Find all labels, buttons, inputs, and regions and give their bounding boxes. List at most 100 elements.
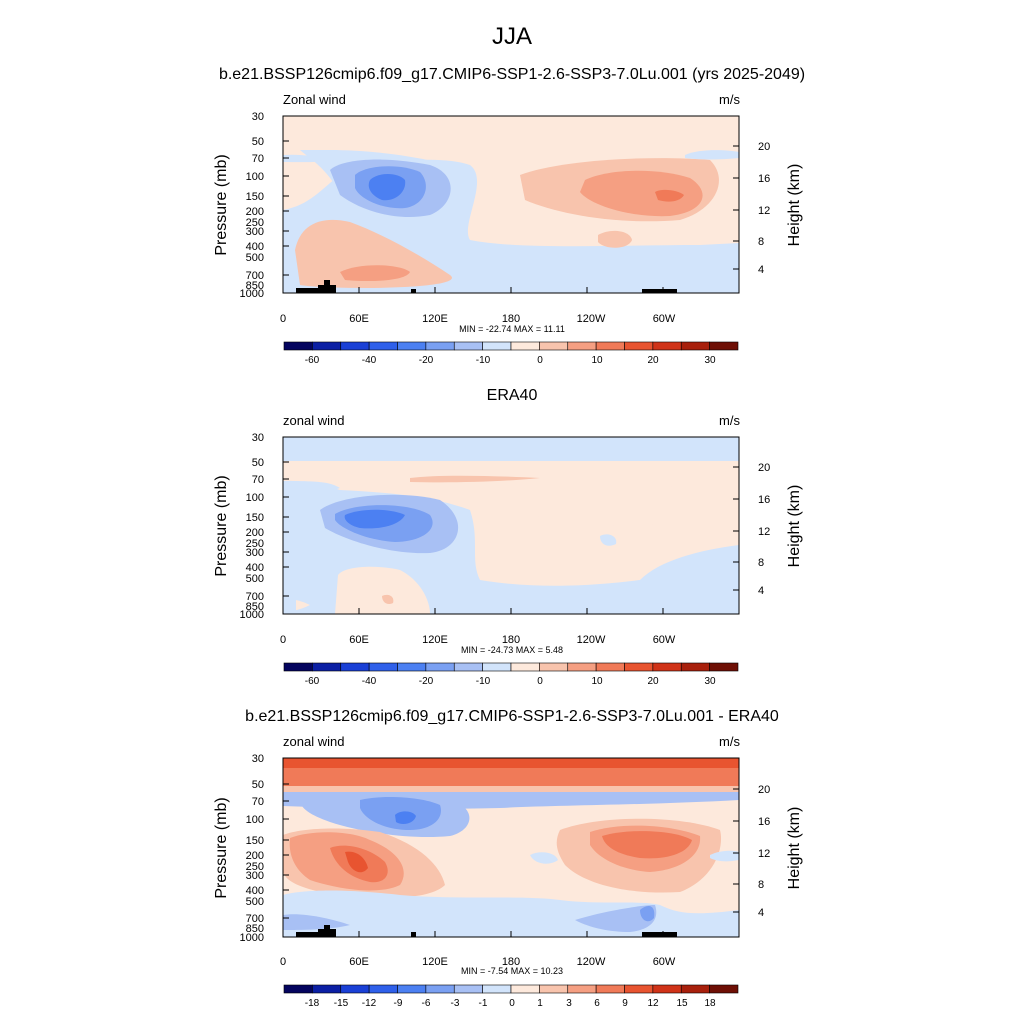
variable-label: zonal wind: [283, 413, 344, 428]
panel-title: ERA40: [487, 387, 538, 404]
y-tick-label: 150: [246, 835, 264, 847]
x-tick-label: 0: [280, 313, 286, 325]
colorbar-tick: 10: [591, 355, 603, 366]
colorbar-tick: -40: [362, 676, 377, 687]
y-tick-label: 50: [252, 136, 264, 148]
colorbar-box: [340, 984, 370, 994]
y-tick-label: 1000: [240, 609, 264, 621]
y-tick-label: 850: [246, 923, 264, 935]
y-tick-label: 30: [252, 753, 264, 765]
colorbar-tick: -1: [479, 998, 488, 1009]
y-tick-label: 30: [252, 432, 264, 444]
y-ticks: 30 50 70 100 150 200 250 300 400 500 700…: [240, 753, 264, 944]
colorbar: [283, 341, 739, 351]
height-tick-label: 20: [758, 784, 770, 796]
y-ticks: 30 50 70 100 150 200 250 300 400 500 700…: [240, 111, 264, 300]
colorbar-box: [283, 984, 313, 994]
y-tick-label: 70: [252, 153, 264, 165]
x-tick-label: 120W: [577, 956, 606, 968]
colorbar-box: [425, 662, 455, 672]
colorbar-box: [453, 984, 483, 994]
x-tick-label: 120E: [422, 634, 448, 646]
y-tick-label: 400: [246, 562, 264, 574]
colorbar-box: [567, 341, 597, 351]
colorbar-tick: 20: [647, 355, 659, 366]
y-tick-label: 1000: [240, 288, 264, 300]
x-tick-label: 60W: [653, 634, 676, 646]
y-tick-label: 100: [246, 171, 264, 183]
colorbar-tick: 9: [622, 998, 628, 1009]
height-tick-label: 20: [758, 462, 770, 474]
y-tick-label: 100: [246, 814, 264, 826]
height-tick-label: 4: [758, 585, 764, 597]
colorbar-box: [482, 662, 512, 672]
height-ticks: 20 16 12 8 4: [758, 462, 770, 597]
x-tick-label: 60W: [653, 313, 676, 325]
y-tick-label: 700: [246, 591, 264, 603]
colorbar-box: [510, 662, 540, 672]
colorbar-box: [680, 341, 710, 351]
y-tick-label: 700: [246, 270, 264, 282]
colorbar-box: [368, 984, 398, 994]
y-tick-label: 70: [252, 796, 264, 808]
units-label: m/s: [719, 734, 740, 749]
panel-model: b.e21.BSSP126cmip6.f09_g17.CMIP6-SSP1-2.…: [213, 66, 805, 366]
colorbar-tick: -3: [451, 998, 460, 1009]
height-tick-label: 8: [758, 557, 764, 569]
colorbar-box: [624, 984, 654, 994]
units-label: m/s: [719, 92, 740, 107]
colorbar-tick: -18: [305, 998, 320, 1009]
colorbar-box: [709, 662, 739, 672]
colorbar-box: [539, 984, 569, 994]
colorbar-box: [340, 341, 370, 351]
colorbar-box: [397, 341, 427, 351]
height-tick-label: 16: [758, 816, 770, 828]
y-tick-label: 850: [246, 601, 264, 613]
colorbar-box: [567, 662, 597, 672]
x-ticks: 0 60E 120E 180 120W 60W: [280, 634, 676, 646]
x-ticks: 0 60E 120E 180 120W 60W: [280, 956, 676, 968]
colorbar-tick: 30: [704, 676, 716, 687]
colorbar-tick: 1: [537, 998, 543, 1009]
y-tick-label: 500: [246, 896, 264, 908]
colorbar-box: [425, 984, 455, 994]
colorbar-tick: -60: [305, 355, 320, 366]
colorbar-tick: -6: [422, 998, 431, 1009]
colorbar-box: [312, 984, 342, 994]
colorbar-box: [567, 984, 597, 994]
colorbar-box: [482, 341, 512, 351]
height-tick-label: 12: [758, 205, 770, 217]
colorbar-box: [368, 341, 398, 351]
height-tick-label: 12: [758, 848, 770, 860]
height-tick-label: 4: [758, 264, 764, 276]
colorbar-tick: 0: [537, 355, 543, 366]
colorbar-box: [283, 662, 313, 672]
min-max-stats: MIN = -22.74 MAX = 11.11: [459, 324, 565, 334]
y-tick-label: 200: [246, 527, 264, 539]
y-tick-label: 700: [246, 913, 264, 925]
height-tick-label: 4: [758, 907, 764, 919]
right-axis-label: Height (km): [786, 807, 803, 890]
colorbar-tick: 30: [704, 355, 716, 366]
colorbar-tick: 10: [591, 676, 603, 687]
colorbar-box: [680, 662, 710, 672]
colorbar-box: [539, 341, 569, 351]
y-tick-label: 400: [246, 241, 264, 253]
x-tick-label: 60E: [349, 956, 369, 968]
y-tick-label: 50: [252, 779, 264, 791]
y-tick-label: 250: [246, 217, 264, 229]
colorbar-tick: 15: [676, 998, 688, 1009]
contour-field: [283, 758, 739, 937]
y-axis-label: Pressure (mb): [213, 475, 230, 576]
colorbar-box: [539, 662, 569, 672]
colorbar-box: [453, 341, 483, 351]
colorbar-box: [709, 341, 739, 351]
height-tick-label: 16: [758, 494, 770, 506]
colorbar-tick: -10: [476, 676, 491, 687]
colorbar-tick: -40: [362, 355, 377, 366]
y-tick-label: 150: [246, 512, 264, 524]
panel-title: b.e21.BSSP126cmip6.f09_g17.CMIP6-SSP1-2.…: [245, 708, 779, 725]
contour-field: [283, 437, 739, 614]
x-tick-label: 60W: [653, 956, 676, 968]
colorbar-tick: 20: [647, 676, 659, 687]
